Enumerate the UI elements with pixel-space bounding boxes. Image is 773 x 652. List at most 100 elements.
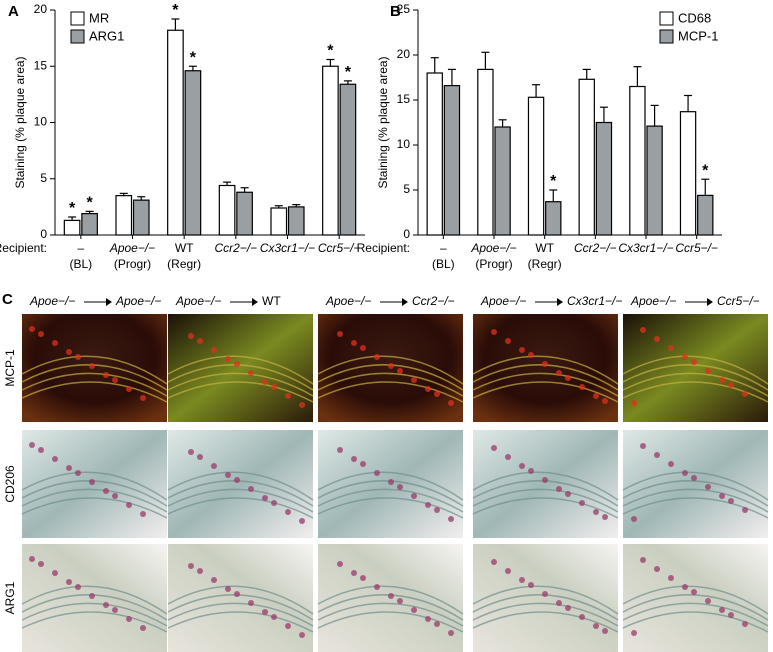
stain-spot <box>211 577 217 583</box>
arrow-head <box>707 298 713 306</box>
significance-mark: * <box>702 162 709 179</box>
bar <box>595 121 613 236</box>
stain-spot <box>668 575 674 581</box>
tissue-layer <box>472 611 619 633</box>
legend-swatch <box>659 29 674 44</box>
stain-spot <box>519 577 525 583</box>
stain-spot <box>66 465 72 471</box>
stain-spot <box>556 486 562 492</box>
stain-spot <box>112 607 118 613</box>
stain-spot <box>434 621 440 627</box>
x-tick-label: Ccr5−/− <box>675 241 718 255</box>
stain-spot <box>211 347 217 353</box>
stain-spot <box>89 593 95 599</box>
stain-spot <box>374 584 380 590</box>
stain-spot <box>360 345 366 351</box>
micrograph <box>623 430 768 538</box>
row-label: CD206 <box>3 465 17 503</box>
stain-spot <box>262 379 268 385</box>
bar <box>322 65 339 236</box>
stain-spot <box>631 630 637 636</box>
stain-spot <box>225 356 231 362</box>
legend-label: ARG1 <box>89 28 124 43</box>
stain-spot <box>682 354 688 360</box>
y-tick-label: 0 <box>40 227 47 241</box>
arrow-head <box>106 298 112 306</box>
x-tick-note: (Progr) <box>114 257 151 271</box>
stain-spot <box>188 333 194 339</box>
stain-spot <box>285 393 291 399</box>
stain-spot <box>351 570 357 576</box>
tissue-layer <box>622 488 769 513</box>
panel-label: A <box>8 3 19 20</box>
stain-spot <box>411 493 417 499</box>
x-tick-label: Apoe−/− <box>470 241 516 255</box>
stain-spot <box>519 347 525 353</box>
stain-spot <box>728 612 734 618</box>
stain-spot <box>337 447 343 453</box>
tissue-layer <box>317 372 464 397</box>
recipient-label: Ccr2−/− <box>412 294 455 308</box>
stain-spot <box>654 336 660 342</box>
stain-spot <box>388 593 394 599</box>
bar <box>545 201 562 236</box>
stain-spot <box>38 447 44 453</box>
stain-spot <box>682 470 688 476</box>
stain-spot <box>448 400 454 406</box>
tissue-layer <box>622 381 769 403</box>
significance-mark: * <box>172 2 179 19</box>
stain-spot <box>234 361 240 367</box>
stain-spot <box>397 484 403 490</box>
bar <box>287 206 305 236</box>
stain-spot <box>38 561 44 567</box>
stain-spot <box>593 393 599 399</box>
recipient-label: Cx3cr1−/− <box>567 294 622 308</box>
y-tick-label: 20 <box>34 2 48 16</box>
stain-spot <box>66 579 72 585</box>
stain-spot <box>668 345 674 351</box>
y-tick-label: 0 <box>403 227 410 241</box>
tissue-layer <box>167 471 314 501</box>
x-tick-note: (Regr) <box>528 257 562 271</box>
legend-label: CD68 <box>678 10 711 25</box>
legend-swatch <box>659 11 674 26</box>
stain-spot <box>103 602 109 608</box>
tissue-layer <box>622 497 769 519</box>
panel-label: C <box>2 291 13 308</box>
stain-spot <box>602 398 608 404</box>
stain-spot <box>691 359 697 365</box>
stain-spot <box>602 514 608 520</box>
stain-spot <box>66 349 72 355</box>
stain-spot <box>225 472 231 478</box>
tissue-layer <box>622 480 769 507</box>
stain-spot <box>556 370 562 376</box>
x-tick-label: WT <box>535 241 554 255</box>
stain-spot <box>579 384 585 390</box>
tissue-layer <box>21 611 168 633</box>
stain-spot <box>299 402 305 408</box>
stain-spot <box>126 502 132 508</box>
stain-spot <box>719 493 725 499</box>
stain-spot <box>262 609 268 615</box>
tissue-layer <box>472 381 619 403</box>
stain-spot <box>411 377 417 383</box>
stain-spot <box>411 607 417 613</box>
x-tick-label: Ccr2−/− <box>574 241 617 255</box>
tissue-layer <box>317 355 464 385</box>
bar <box>527 96 545 236</box>
stain-spot <box>271 500 277 506</box>
stain-spot <box>89 479 95 485</box>
stain-spot <box>728 498 734 504</box>
x-tick-label: Cx3cr1−/− <box>260 241 315 255</box>
tissue-layer <box>622 594 769 621</box>
stain-spot <box>262 495 268 501</box>
stain-spot <box>654 452 660 458</box>
stain-spot <box>579 614 585 620</box>
micrograph <box>473 430 618 538</box>
stain-spot <box>448 630 454 636</box>
x-axis-label: Recipient: <box>0 241 47 255</box>
row-label: ARG1 <box>3 581 17 614</box>
x-tick-label: – <box>77 241 84 255</box>
stain-spot <box>491 559 497 565</box>
arrow-head <box>402 298 408 306</box>
